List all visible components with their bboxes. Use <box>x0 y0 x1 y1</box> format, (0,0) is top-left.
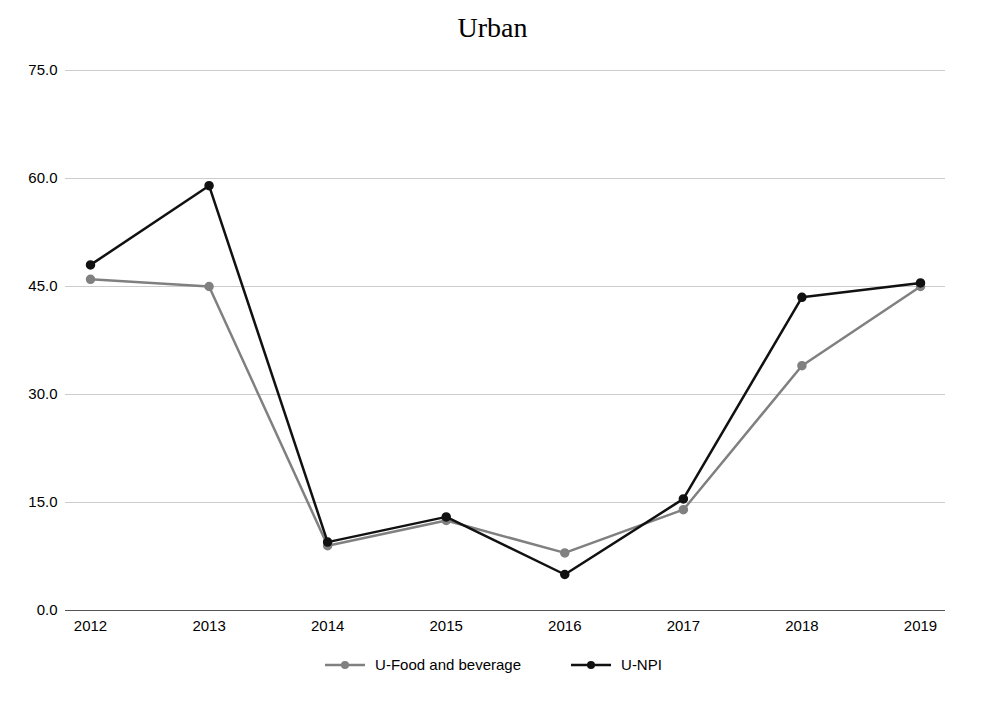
html-text:U-NPI: U-NPI <box>621 656 662 673</box>
svg-text:75.0: 75.0 <box>28 61 57 78</box>
svg-text:15.0: 15.0 <box>28 493 57 510</box>
svg-text:2012: 2012 <box>74 617 107 634</box>
svg-text:2019: 2019 <box>904 617 937 634</box>
svg-text:2014: 2014 <box>311 617 344 634</box>
svg-text:2017: 2017 <box>667 617 700 634</box>
svg-text:0.0: 0.0 <box>37 601 58 618</box>
html-text:Urban: Urban <box>457 12 528 43</box>
svg-text:2013: 2013 <box>192 617 225 634</box>
svg-text:2015: 2015 <box>430 617 463 634</box>
html-text:U-Food and beverage: U-Food and beverage <box>375 656 521 673</box>
svg-text:60.0: 60.0 <box>28 169 57 186</box>
svg-text:45.0: 45.0 <box>28 277 57 294</box>
svg-text:2016: 2016 <box>548 617 581 634</box>
svg-text:2018: 2018 <box>785 617 818 634</box>
svg-text:30.0: 30.0 <box>28 385 57 402</box>
